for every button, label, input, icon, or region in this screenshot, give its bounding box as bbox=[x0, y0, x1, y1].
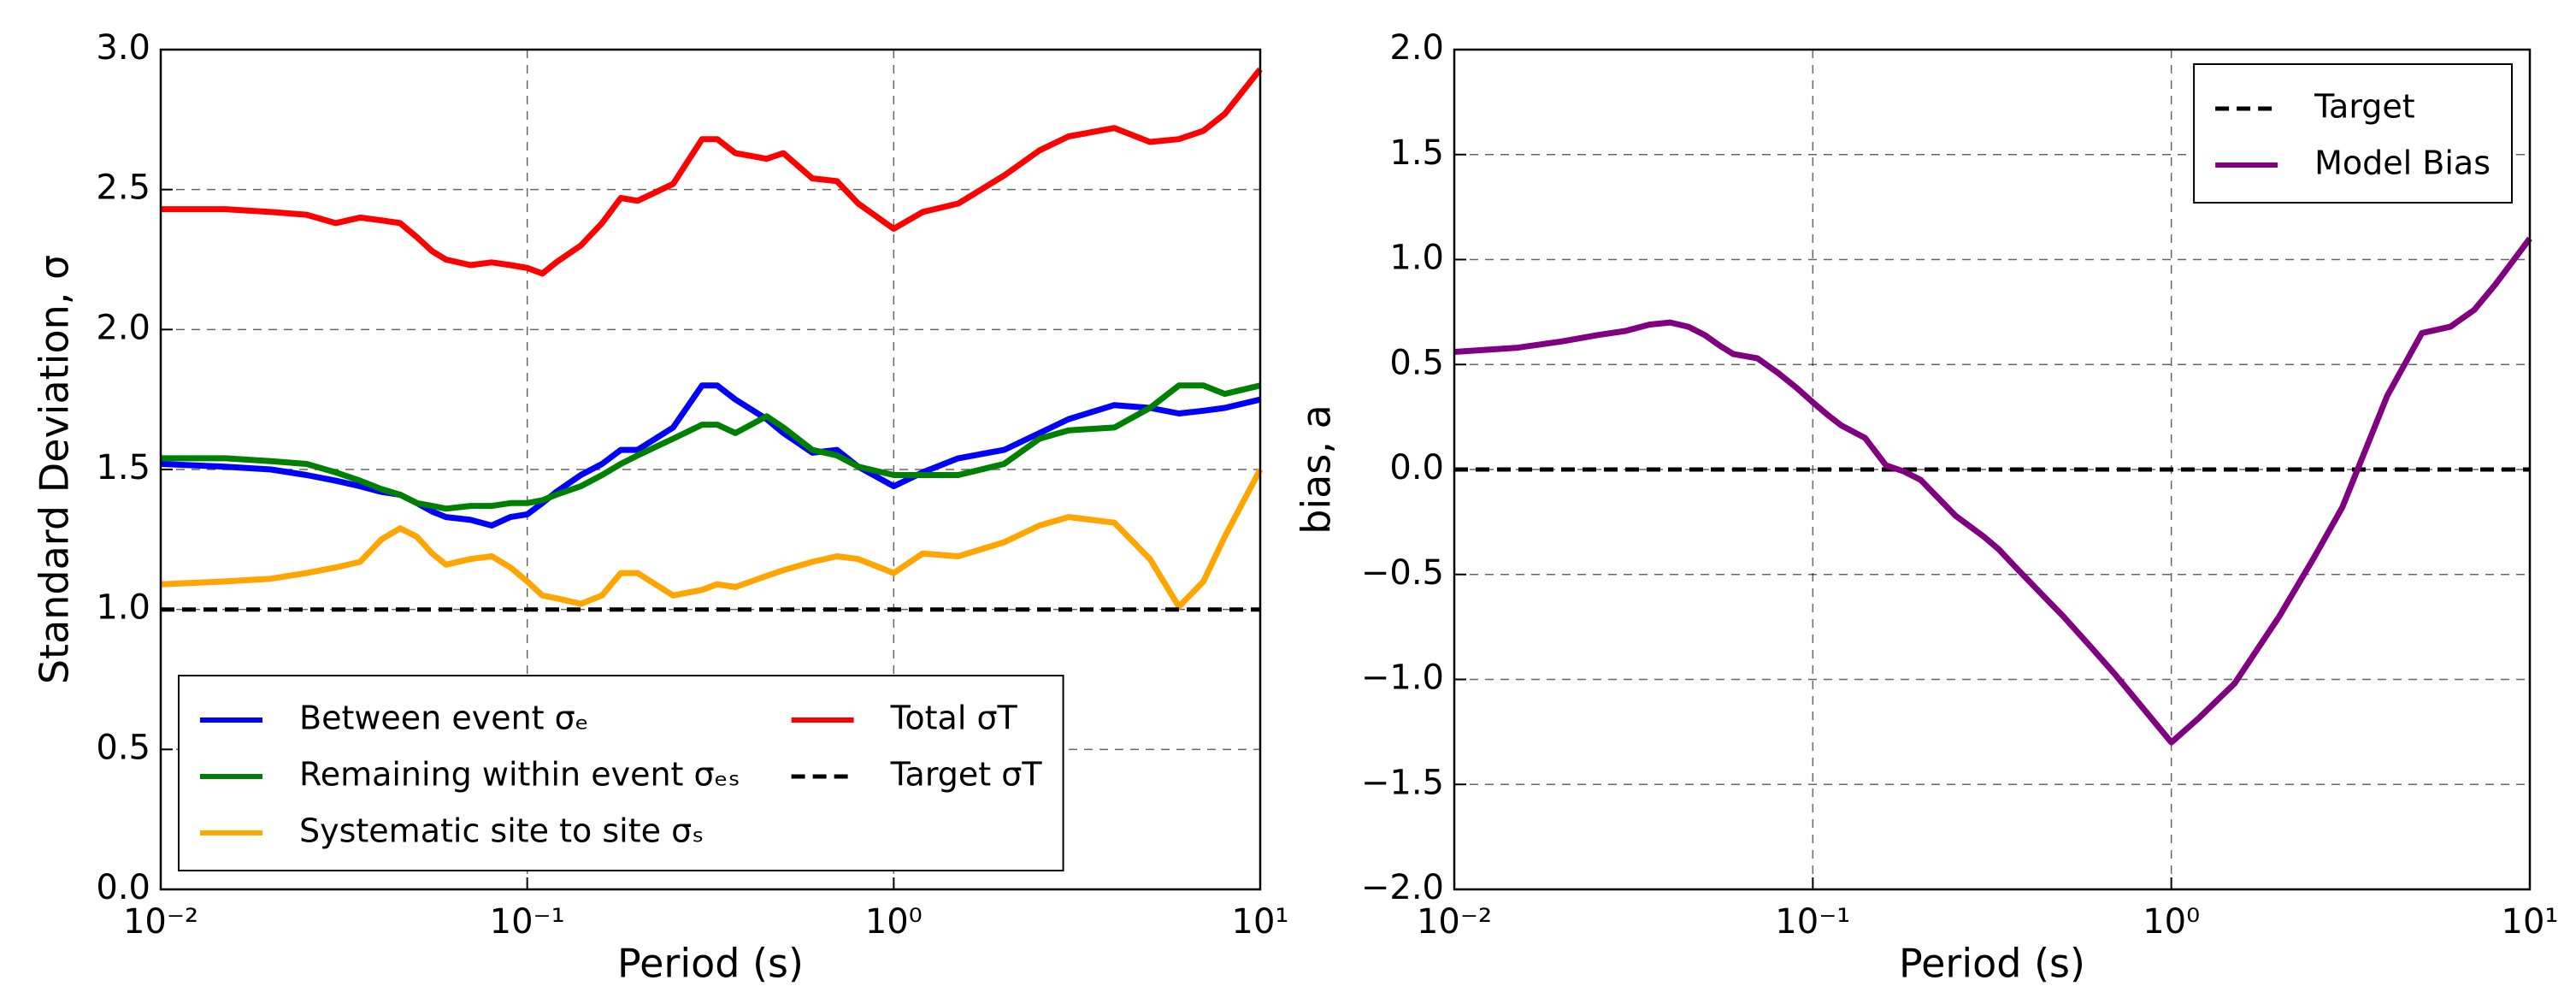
y-tick-label: 1.0 bbox=[1389, 239, 1444, 278]
y-tick-label: 0.0 bbox=[1389, 448, 1444, 487]
legend-label: Total σT bbox=[890, 700, 1018, 737]
x-axis-label: Period (s) bbox=[1899, 941, 2085, 987]
legend: Target Model Bias bbox=[2193, 63, 2513, 204]
legend-label: Between event σₑ bbox=[299, 700, 589, 737]
plot-frame bbox=[159, 48, 1262, 891]
series-line bbox=[1453, 236, 2532, 746]
y-tick-label: −0.5 bbox=[1361, 553, 1444, 593]
x-tick-label: 10¹ bbox=[1232, 902, 1289, 942]
panel: 10⁻² 10⁻¹ 10⁰ 10¹ 0.0 0.5 1.0 1.5 2.0 2.5 3.0 Perio… bbox=[32, 28, 1289, 987]
y-tick-label: −1.0 bbox=[1361, 658, 1444, 698]
y-tick-label: 1.5 bbox=[96, 448, 150, 487]
y-tick-label: 1.0 bbox=[96, 588, 150, 628]
x-tick-label: 10⁻² bbox=[1417, 902, 1492, 942]
legend-label: Systematic site to site σₛ bbox=[299, 812, 704, 850]
x-axis-label: Period (s) bbox=[617, 941, 804, 987]
y-tick-label: 0.5 bbox=[96, 728, 150, 767]
series-line bbox=[160, 382, 1261, 528]
y-tick-label: 0.5 bbox=[1389, 343, 1444, 382]
y-tick-label: 2.0 bbox=[1389, 28, 1444, 68]
y-tick-label: −2.0 bbox=[1361, 868, 1444, 907]
y-tick-label: 2.5 bbox=[96, 168, 150, 208]
legend-box bbox=[178, 675, 1064, 871]
series-line bbox=[161, 382, 1261, 512]
plot-frame bbox=[1453, 48, 2532, 891]
y-tick-label: 2.0 bbox=[96, 308, 150, 347]
x-tick-label: 10¹ bbox=[2502, 902, 2559, 942]
y-tick-label: 1.5 bbox=[1389, 133, 1444, 173]
y-tick-label: 0.0 bbox=[96, 868, 150, 907]
y-axis-label: Standard Deviation, σ bbox=[32, 255, 78, 684]
legend: Between event σₑ Remaining within event σ… bbox=[178, 675, 1064, 871]
x-tick-label: 10⁻¹ bbox=[1775, 902, 1850, 942]
x-tick-label: 10⁰ bbox=[865, 902, 923, 942]
y-tick-label: 3.0 bbox=[96, 28, 150, 68]
series-line bbox=[161, 67, 1263, 277]
x-tick-label: 10⁰ bbox=[2143, 902, 2200, 942]
legend-box bbox=[2193, 63, 2513, 204]
series-line bbox=[160, 468, 1264, 610]
x-tick-label: 10⁻² bbox=[123, 902, 198, 942]
y-tick-label: −1.5 bbox=[1361, 763, 1444, 802]
legend-label: Model Bias bbox=[2314, 145, 2491, 182]
legend-label: Target bbox=[2314, 88, 2415, 126]
legend-label: Target σT bbox=[890, 756, 1043, 794]
legend-label: Remaining within event σₑₛ bbox=[299, 756, 740, 794]
y-axis-label: bias, a bbox=[1294, 404, 1340, 534]
panel: 10⁻² 10⁻¹ 10⁰ 10¹ −2.0 −1.5 −1.0 −0.5 0.0 0.5 1.0 1… bbox=[1294, 28, 2559, 987]
x-tick-label: 10⁻¹ bbox=[490, 902, 565, 942]
